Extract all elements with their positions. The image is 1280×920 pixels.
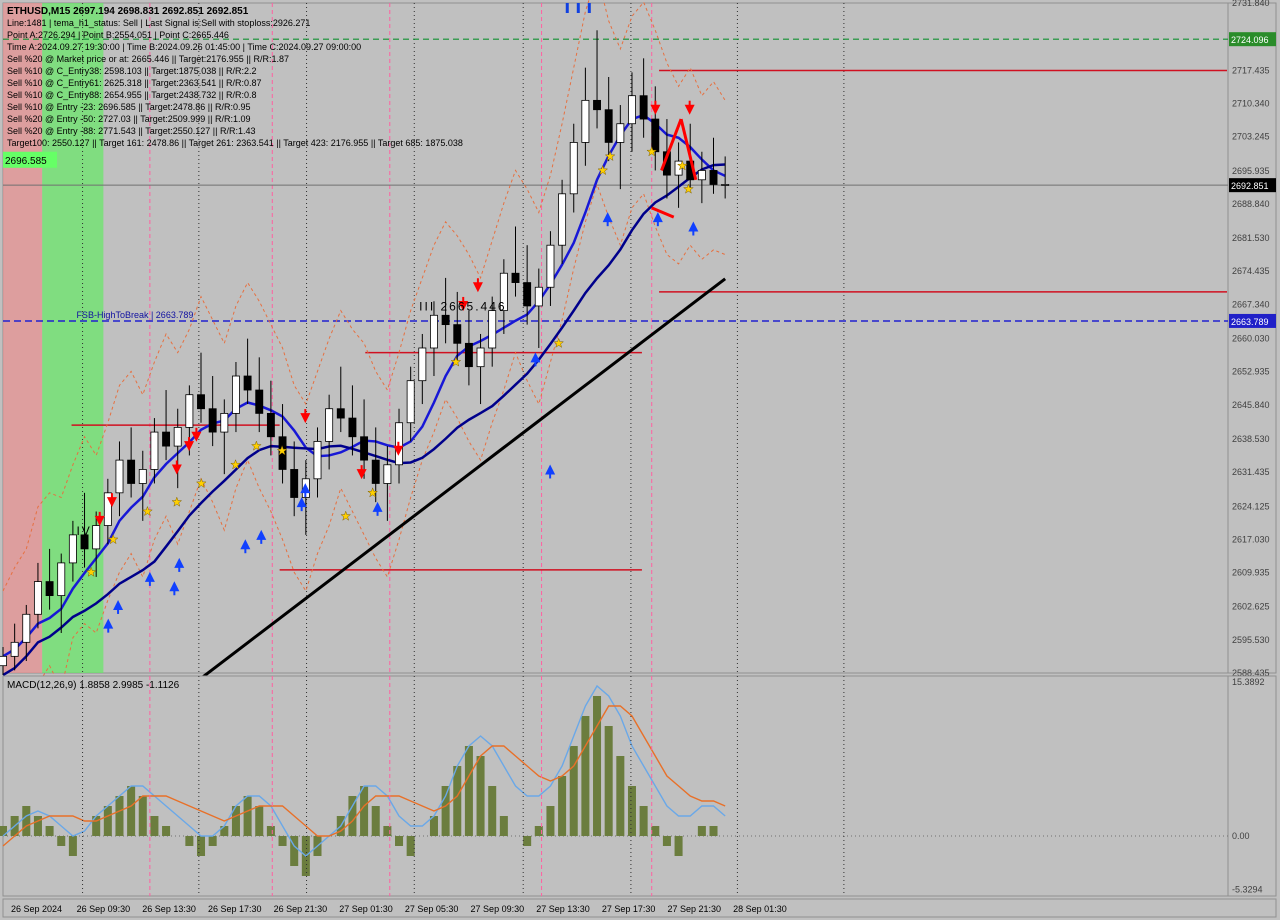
svg-text:27 Sep 09:30: 27 Sep 09:30 [471, 904, 525, 914]
svg-text:2595.530: 2595.530 [1232, 635, 1270, 645]
svg-text:2638.530: 2638.530 [1232, 434, 1270, 444]
svg-text:26 Sep 09:30: 26 Sep 09:30 [77, 904, 131, 914]
svg-text:2645.840: 2645.840 [1232, 400, 1270, 410]
svg-text:27 Sep 01:30: 27 Sep 01:30 [339, 904, 393, 914]
svg-text:2681.530: 2681.530 [1232, 233, 1270, 243]
svg-text:Target100: 2550.127 || Target: Target100: 2550.127 || Target 161: 2478.… [7, 138, 463, 148]
svg-text:26 Sep 17:30: 26 Sep 17:30 [208, 904, 262, 914]
svg-text:26 Sep 21:30: 26 Sep 21:30 [274, 904, 328, 914]
svg-text:Point A:2726.294 | Point B:2: Point A:2726.294 | Point B:2554.051 | Po… [7, 30, 229, 40]
svg-text:2631.435: 2631.435 [1232, 467, 1270, 477]
svg-text:Sell %10 @ C_Entry38: 2598.103: Sell %10 @ C_Entry38: 2598.103 || Target… [7, 66, 256, 76]
svg-text:Sell %10 @ C_Entry61: 2625.318: Sell %10 @ C_Entry61: 2625.318 || Target… [7, 78, 261, 88]
svg-text:26 Sep 13:30: 26 Sep 13:30 [142, 904, 196, 914]
svg-text:2602.625: 2602.625 [1232, 602, 1270, 612]
svg-text:ETHUSD,M15 2697.194 2698.831: ETHUSD,M15 2697.194 2698.831 2692.851 26… [7, 6, 249, 17]
svg-text:2624.125: 2624.125 [1232, 501, 1270, 511]
svg-text:2663.789: 2663.789 [1231, 317, 1269, 327]
svg-text:IV: IV [76, 524, 91, 538]
svg-text:2667.340: 2667.340 [1232, 299, 1270, 309]
svg-text:2731.840: 2731.840 [1232, 0, 1270, 8]
svg-text:2660.030: 2660.030 [1232, 334, 1270, 344]
svg-text:2695.935: 2695.935 [1232, 166, 1270, 176]
svg-text:28 Sep 01:30: 28 Sep 01:30 [733, 904, 787, 914]
svg-text:Sell %10 @ Entry -23: 2696.585: Sell %10 @ Entry -23: 2696.585 || Target… [7, 102, 250, 112]
svg-text:III 2665.446: III 2665.446 [419, 300, 506, 314]
svg-text:27 Sep 17:30: 27 Sep 17:30 [602, 904, 656, 914]
chart-svg[interactable]: 2731.840 2717.435 2710.340 2703.245 2695.935… [0, 0, 1280, 920]
svg-text:Time A:2024.09.27 19:30:00 | T: Time A:2024.09.27 19:30:00 | Time B:2024… [7, 42, 361, 52]
svg-text:0.00: 0.00 [1232, 831, 1250, 841]
svg-text:2609.935: 2609.935 [1232, 568, 1270, 578]
svg-text:2703.245: 2703.245 [1232, 132, 1270, 142]
svg-text:2724.096: 2724.096 [1231, 35, 1269, 45]
svg-text:Sell %20 @ Market price or at:: Sell %20 @ Market price or at: 2665.446 … [7, 54, 289, 64]
svg-text:2717.435: 2717.435 [1232, 65, 1270, 75]
svg-text:2652.935: 2652.935 [1232, 367, 1270, 377]
svg-text:2688.840: 2688.840 [1232, 199, 1270, 209]
svg-text:27 Sep 21:30: 27 Sep 21:30 [668, 904, 722, 914]
svg-text:27 Sep 13:30: 27 Sep 13:30 [536, 904, 590, 914]
svg-text:15.3892: 15.3892 [1232, 677, 1265, 687]
svg-text:-5.3294: -5.3294 [1232, 884, 1263, 894]
svg-text:2710.340: 2710.340 [1232, 98, 1270, 108]
chart-window: 2731.840 2717.435 2710.340 2703.245 2695.935… [0, 0, 1280, 920]
svg-text:2696.585: 2696.585 [5, 156, 47, 167]
svg-text:2674.435: 2674.435 [1232, 266, 1270, 276]
svg-text:MACD(12,26,9) 1.8858 2.9985 -1: MACD(12,26,9) 1.8858 2.9985 -1.1126 [7, 680, 180, 691]
svg-text:FSB-HighToBreak | 2663.789: FSB-HighToBreak | 2663.789 [76, 310, 193, 320]
svg-text:Sell %20 @ Entry -88: 2771.543: Sell %20 @ Entry -88: 2771.543 || Target… [7, 126, 255, 136]
svg-text:2692.851: 2692.851 [1231, 181, 1269, 191]
svg-text:2617.030: 2617.030 [1232, 534, 1270, 544]
svg-text:27 Sep 05:30: 27 Sep 05:30 [405, 904, 459, 914]
svg-text:Line:1481 | tema_h1_status: Se: Line:1481 | tema_h1_status: Sell | Last … [7, 18, 310, 28]
svg-text:Sell %10 @ C_Entry88: 2654.955: Sell %10 @ C_Entry88: 2654.955 || Target… [7, 90, 256, 100]
svg-text:26 Sep 2024: 26 Sep 2024 [11, 904, 62, 914]
svg-text:Sell %20 @ Entry -50: 2727.03: Sell %20 @ Entry -50: 2727.03 || Target:… [7, 114, 250, 124]
